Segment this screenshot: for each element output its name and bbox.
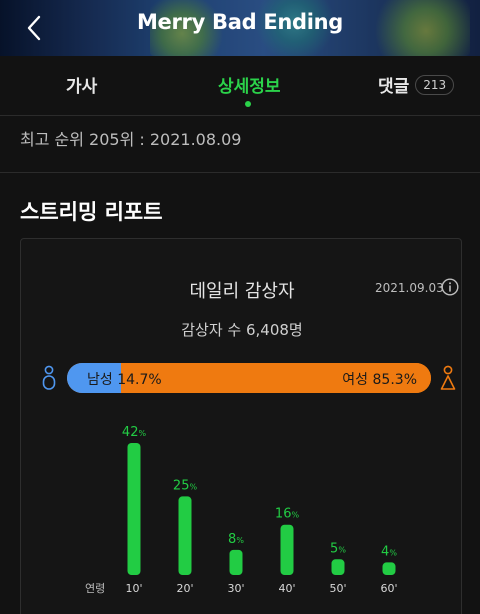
tab-bar: 가사 상세정보 댓글 213 bbox=[0, 56, 480, 116]
age-bar-value: 25% bbox=[173, 478, 198, 493]
back-button[interactable] bbox=[14, 8, 54, 48]
female-icon bbox=[440, 365, 456, 390]
daily-listeners-card: 데일리 감상자 2021.09.03 감상자 수 6,408명 남성 14.7%… bbox=[20, 238, 462, 614]
tab-comments[interactable]: 댓글 213 bbox=[378, 72, 455, 97]
age-tick-label: 60' bbox=[380, 582, 397, 595]
male-icon bbox=[42, 365, 56, 390]
female-ratio-fill bbox=[121, 363, 431, 393]
age-bar bbox=[229, 549, 243, 575]
peak-rank: 최고 순위 205위 : 2021.08.09 bbox=[20, 130, 242, 149]
age-bar bbox=[178, 496, 192, 575]
section-title: 스트리밍 리포트 bbox=[20, 200, 163, 224]
age-tick-label: 40' bbox=[278, 582, 295, 595]
age-distribution-chart: 연령 42% 10' 25% 20' 8% 30' 16% 40' 5% 50' 4% 60' bbox=[85, 425, 398, 595]
female-ratio-text: 여성 85.3% bbox=[342, 369, 417, 389]
listener-count: 감상자 수 6,408명 bbox=[181, 321, 303, 339]
header-art bbox=[360, 0, 470, 56]
age-bar-value: 8% bbox=[228, 532, 244, 547]
age-bar bbox=[382, 562, 396, 575]
age-bar-value: 4% bbox=[381, 544, 397, 559]
song-header: Merry Bad Ending bbox=[0, 0, 480, 56]
age-tick-label: 50' bbox=[329, 582, 346, 595]
age-bar-value: 16% bbox=[275, 507, 300, 522]
card-title: 데일리 감상자 bbox=[189, 281, 295, 302]
chevron-left-icon bbox=[27, 15, 41, 41]
age-tick-label: 30' bbox=[227, 582, 244, 595]
female-label: 여성 bbox=[342, 372, 369, 388]
gender-ratio-bar: 남성 14.7% 여성 85.3% bbox=[67, 363, 431, 393]
male-ratio-text: 남성 14.7% bbox=[87, 369, 162, 389]
age-bar bbox=[127, 443, 141, 575]
age-bar bbox=[331, 559, 345, 575]
page-title: Merry Bad Ending bbox=[136, 10, 344, 34]
age-bar-value: 42% bbox=[122, 425, 147, 440]
age-bar-value: 5% bbox=[330, 541, 346, 556]
male-label: 남성 bbox=[87, 372, 113, 388]
male-ratio-fill bbox=[67, 363, 121, 393]
female-value: 85.3% bbox=[372, 372, 417, 388]
active-tab-indicator bbox=[245, 101, 251, 107]
age-tick-label: 10' bbox=[125, 582, 142, 595]
report-date: 2021.09.03 bbox=[375, 281, 444, 295]
tab-lyrics[interactable]: 가사 bbox=[66, 77, 98, 97]
tab-comments-label: 댓글 bbox=[378, 77, 410, 97]
comment-count-badge: 213 bbox=[415, 74, 455, 95]
header-art bbox=[250, 0, 340, 56]
age-bar bbox=[280, 524, 294, 575]
age-axis-label: 연령 bbox=[85, 582, 105, 595]
header-art bbox=[150, 0, 230, 56]
divider bbox=[0, 172, 480, 173]
male-value: 14.7% bbox=[117, 372, 162, 388]
tab-details[interactable]: 상세정보 bbox=[218, 77, 281, 97]
info-icon[interactable] bbox=[441, 278, 459, 296]
age-tick-label: 20' bbox=[176, 582, 193, 595]
